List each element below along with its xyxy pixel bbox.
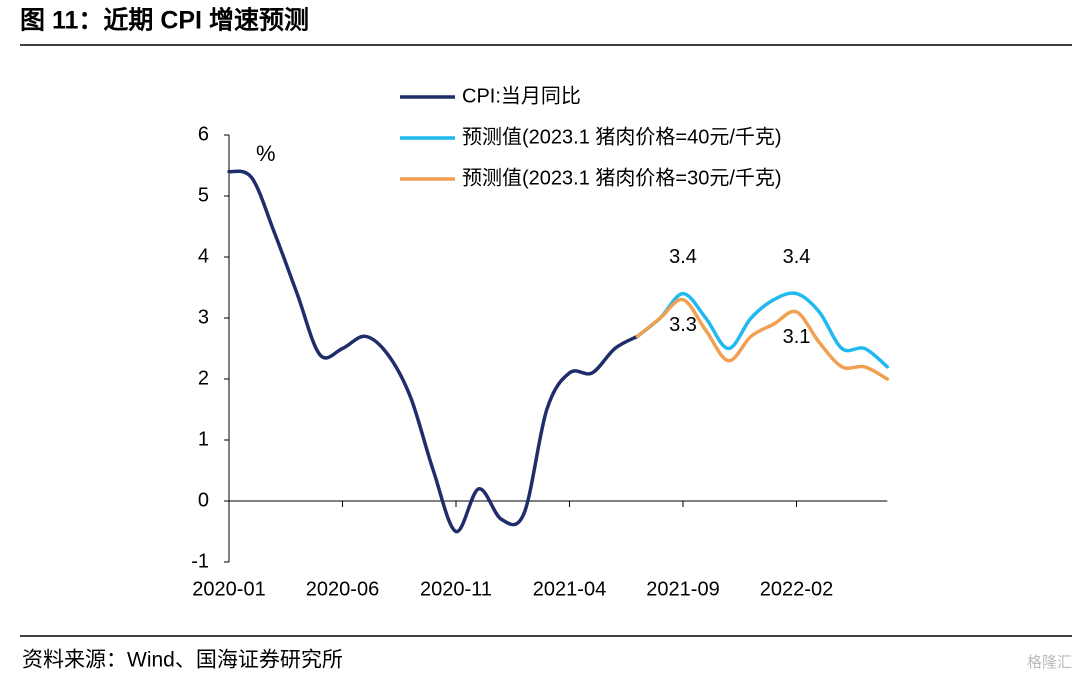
y-tick-label: -1 [191,550,209,572]
y-tick-label: 3 [198,306,209,328]
source-note: 资料来源：Wind、国海证券研究所 [22,649,343,672]
legend-label: 预测值(2023.1 猪肉价格=30元/千克) [462,166,782,189]
x-tick-label: 2020-06 [306,578,379,600]
y-tick-label: 1 [198,428,209,450]
x-tick-label: 2021-09 [646,578,719,600]
series-line [635,291,890,369]
series-line [635,297,890,381]
y-tick-label: 6 [198,123,209,145]
y-tick-label: 0 [198,489,209,511]
chart-title: 图 11：近期 CPI 增速预测 [20,6,309,35]
data-label: 3.1 [783,326,811,348]
data-label: 3.4 [783,246,811,268]
data-label: 3.3 [669,314,697,336]
data-label: 3.4 [669,246,697,268]
watermark: 格隆汇 [1027,654,1072,671]
y-tick-label: 5 [198,184,209,206]
x-tick-label: 2020-11 [420,578,492,600]
y-tick-label: 2 [198,367,209,389]
unit-label: % [256,141,276,166]
x-tick-label: 2022-02 [760,578,833,600]
x-tick-label: 2020-01 [192,578,265,600]
series-line [227,169,640,534]
x-tick-label: 2021-04 [533,578,606,600]
legend-label: CPI:当月同比 [462,84,581,107]
legend-label: 预测值(2023.1 猪肉价格=40元/千克) [462,125,782,148]
y-tick-label: 4 [198,245,209,267]
